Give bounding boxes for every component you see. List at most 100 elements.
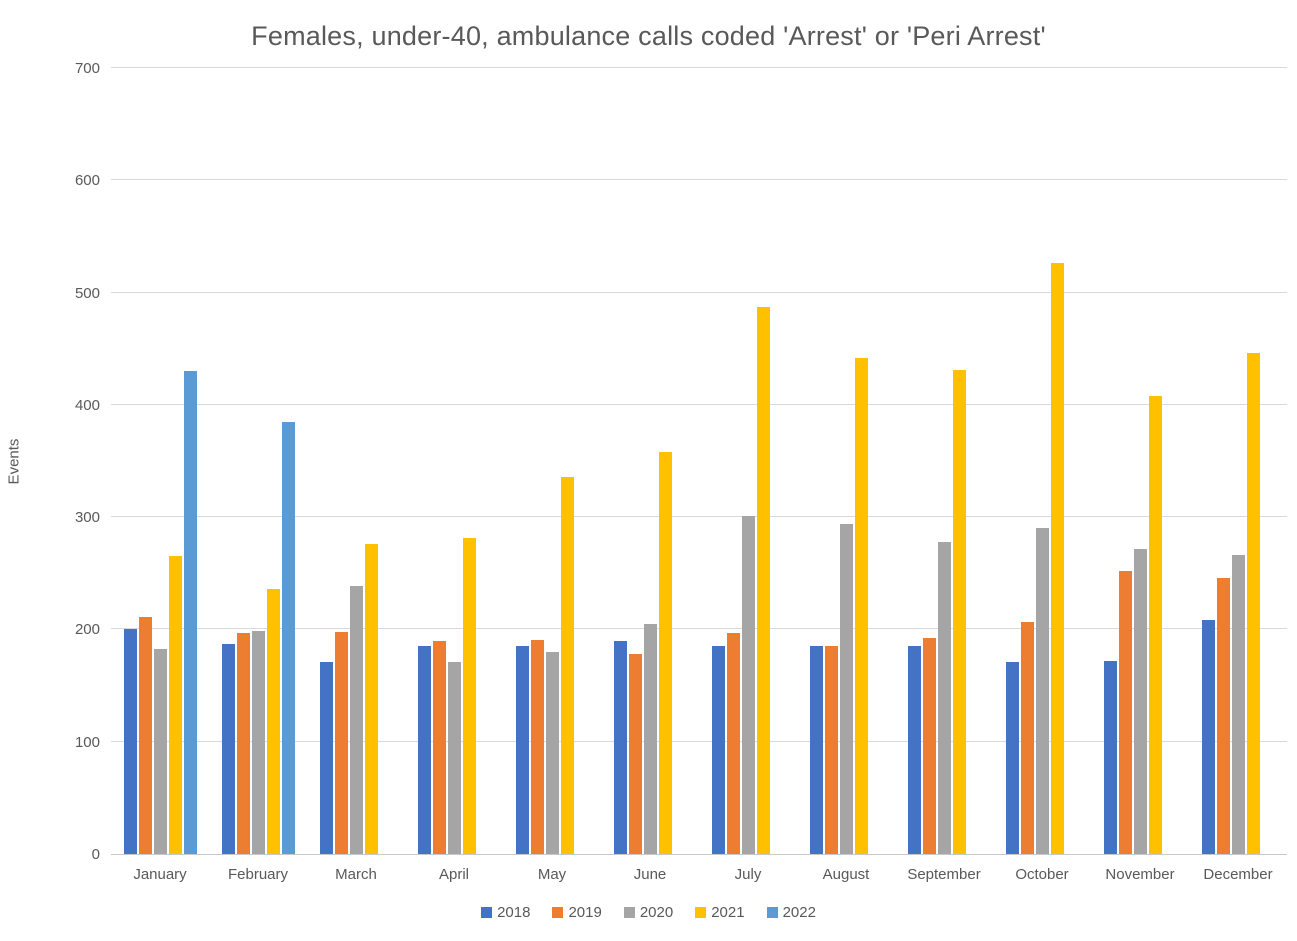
x-axis-labels: January February March April May June July Augu… bbox=[111, 866, 1287, 883]
bar bbox=[251, 630, 265, 854]
bar-slot bbox=[741, 68, 755, 854]
gridline bbox=[111, 179, 1287, 181]
bar bbox=[1201, 620, 1215, 854]
bar bbox=[1246, 353, 1260, 854]
bar bbox=[153, 648, 167, 854]
bar bbox=[854, 357, 868, 854]
bar-slot bbox=[319, 68, 333, 854]
x-tick-label: March bbox=[335, 866, 377, 883]
bar bbox=[658, 452, 672, 854]
bar-group bbox=[895, 68, 993, 854]
bar bbox=[756, 307, 770, 854]
bar bbox=[824, 646, 838, 854]
x-tick-label: July bbox=[734, 866, 762, 883]
y-tick-label: 500 bbox=[74, 284, 100, 302]
y-tick-label: 0 bbox=[91, 846, 100, 863]
legend-swatch bbox=[481, 907, 493, 918]
x-tick-label: December bbox=[1203, 866, 1273, 883]
y-tick-label: 100 bbox=[74, 733, 100, 751]
y-tick-label: 400 bbox=[74, 396, 100, 414]
bar-slot bbox=[1262, 68, 1275, 854]
bar-slot bbox=[417, 68, 431, 854]
bar-group bbox=[601, 68, 699, 854]
bar bbox=[922, 638, 936, 854]
legend-label: 2019 bbox=[568, 904, 602, 921]
bar-slot bbox=[1216, 68, 1230, 854]
bar-slot bbox=[1035, 68, 1049, 854]
y-tick-label: 300 bbox=[74, 509, 100, 527]
bar bbox=[613, 640, 627, 854]
bar-slot bbox=[221, 68, 235, 854]
bar bbox=[937, 541, 951, 854]
bar-slot bbox=[613, 68, 627, 854]
bar-slot bbox=[153, 68, 167, 854]
bar-slot bbox=[839, 68, 853, 854]
gridline bbox=[111, 628, 1287, 630]
bar-slot bbox=[674, 68, 687, 854]
bar-group bbox=[209, 68, 307, 854]
bar-slot bbox=[643, 68, 657, 854]
bar-slot bbox=[922, 68, 936, 854]
bar-slot bbox=[123, 68, 137, 854]
bar bbox=[432, 640, 446, 854]
legend-item: 2019 bbox=[552, 904, 602, 921]
bar-slot bbox=[952, 68, 966, 854]
bar-slot bbox=[515, 68, 529, 854]
legend-item: 2020 bbox=[623, 904, 674, 921]
bar-group bbox=[111, 68, 209, 854]
x-tick-label: October bbox=[1015, 866, 1069, 883]
legend-swatch bbox=[552, 907, 564, 918]
bar-slot bbox=[1005, 68, 1019, 854]
bar bbox=[907, 646, 921, 854]
bar bbox=[515, 646, 529, 854]
bar bbox=[334, 631, 348, 854]
bar bbox=[447, 662, 461, 854]
bar bbox=[266, 589, 280, 854]
bar-group bbox=[405, 68, 503, 854]
bar-slot bbox=[462, 68, 476, 854]
bar bbox=[123, 629, 137, 854]
legend-swatch bbox=[695, 907, 707, 918]
bar-slot bbox=[756, 68, 770, 854]
legend-label: 2020 bbox=[639, 904, 674, 921]
bar bbox=[138, 617, 152, 854]
bar-group bbox=[699, 68, 797, 854]
y-tick-label: 600 bbox=[74, 172, 100, 190]
bar bbox=[628, 654, 642, 854]
bar bbox=[221, 644, 235, 854]
bar-slot bbox=[251, 68, 265, 854]
bar-slot bbox=[1103, 68, 1117, 854]
bar-slot bbox=[138, 68, 152, 854]
bar-group bbox=[1189, 68, 1287, 854]
legend-label: 2018 bbox=[497, 904, 531, 921]
bar-group bbox=[993, 68, 1091, 854]
bar-slot bbox=[1133, 68, 1147, 854]
bar bbox=[462, 538, 476, 854]
x-tick-label: January bbox=[133, 866, 187, 883]
gridline bbox=[111, 291, 1287, 293]
gridline bbox=[111, 67, 1287, 68]
bar bbox=[1050, 263, 1064, 854]
legend-label: 2021 bbox=[711, 904, 745, 921]
bar-slot bbox=[576, 68, 589, 854]
bar bbox=[1216, 577, 1230, 854]
bar-slot bbox=[854, 68, 868, 854]
bar-slot bbox=[711, 68, 725, 854]
gridline bbox=[111, 516, 1287, 518]
legend: 2018 2019 2020 2021 2022 bbox=[0, 904, 1297, 921]
bar bbox=[364, 544, 378, 854]
bar-slot bbox=[560, 68, 574, 854]
bar-slot bbox=[726, 68, 740, 854]
bar-group bbox=[1091, 68, 1189, 854]
bar bbox=[281, 421, 295, 854]
legend-item: 2018 bbox=[481, 904, 530, 921]
bar-slot bbox=[1164, 68, 1177, 854]
plot-area: 0 100 200 300 400 500 600 700 bbox=[75, 60, 1287, 863]
legend-item: 2022 bbox=[766, 904, 816, 921]
bar-slot bbox=[1050, 68, 1064, 854]
bar bbox=[545, 651, 559, 854]
bar bbox=[417, 646, 431, 854]
bar-slot bbox=[870, 68, 883, 854]
x-tick-label: April bbox=[438, 866, 469, 883]
